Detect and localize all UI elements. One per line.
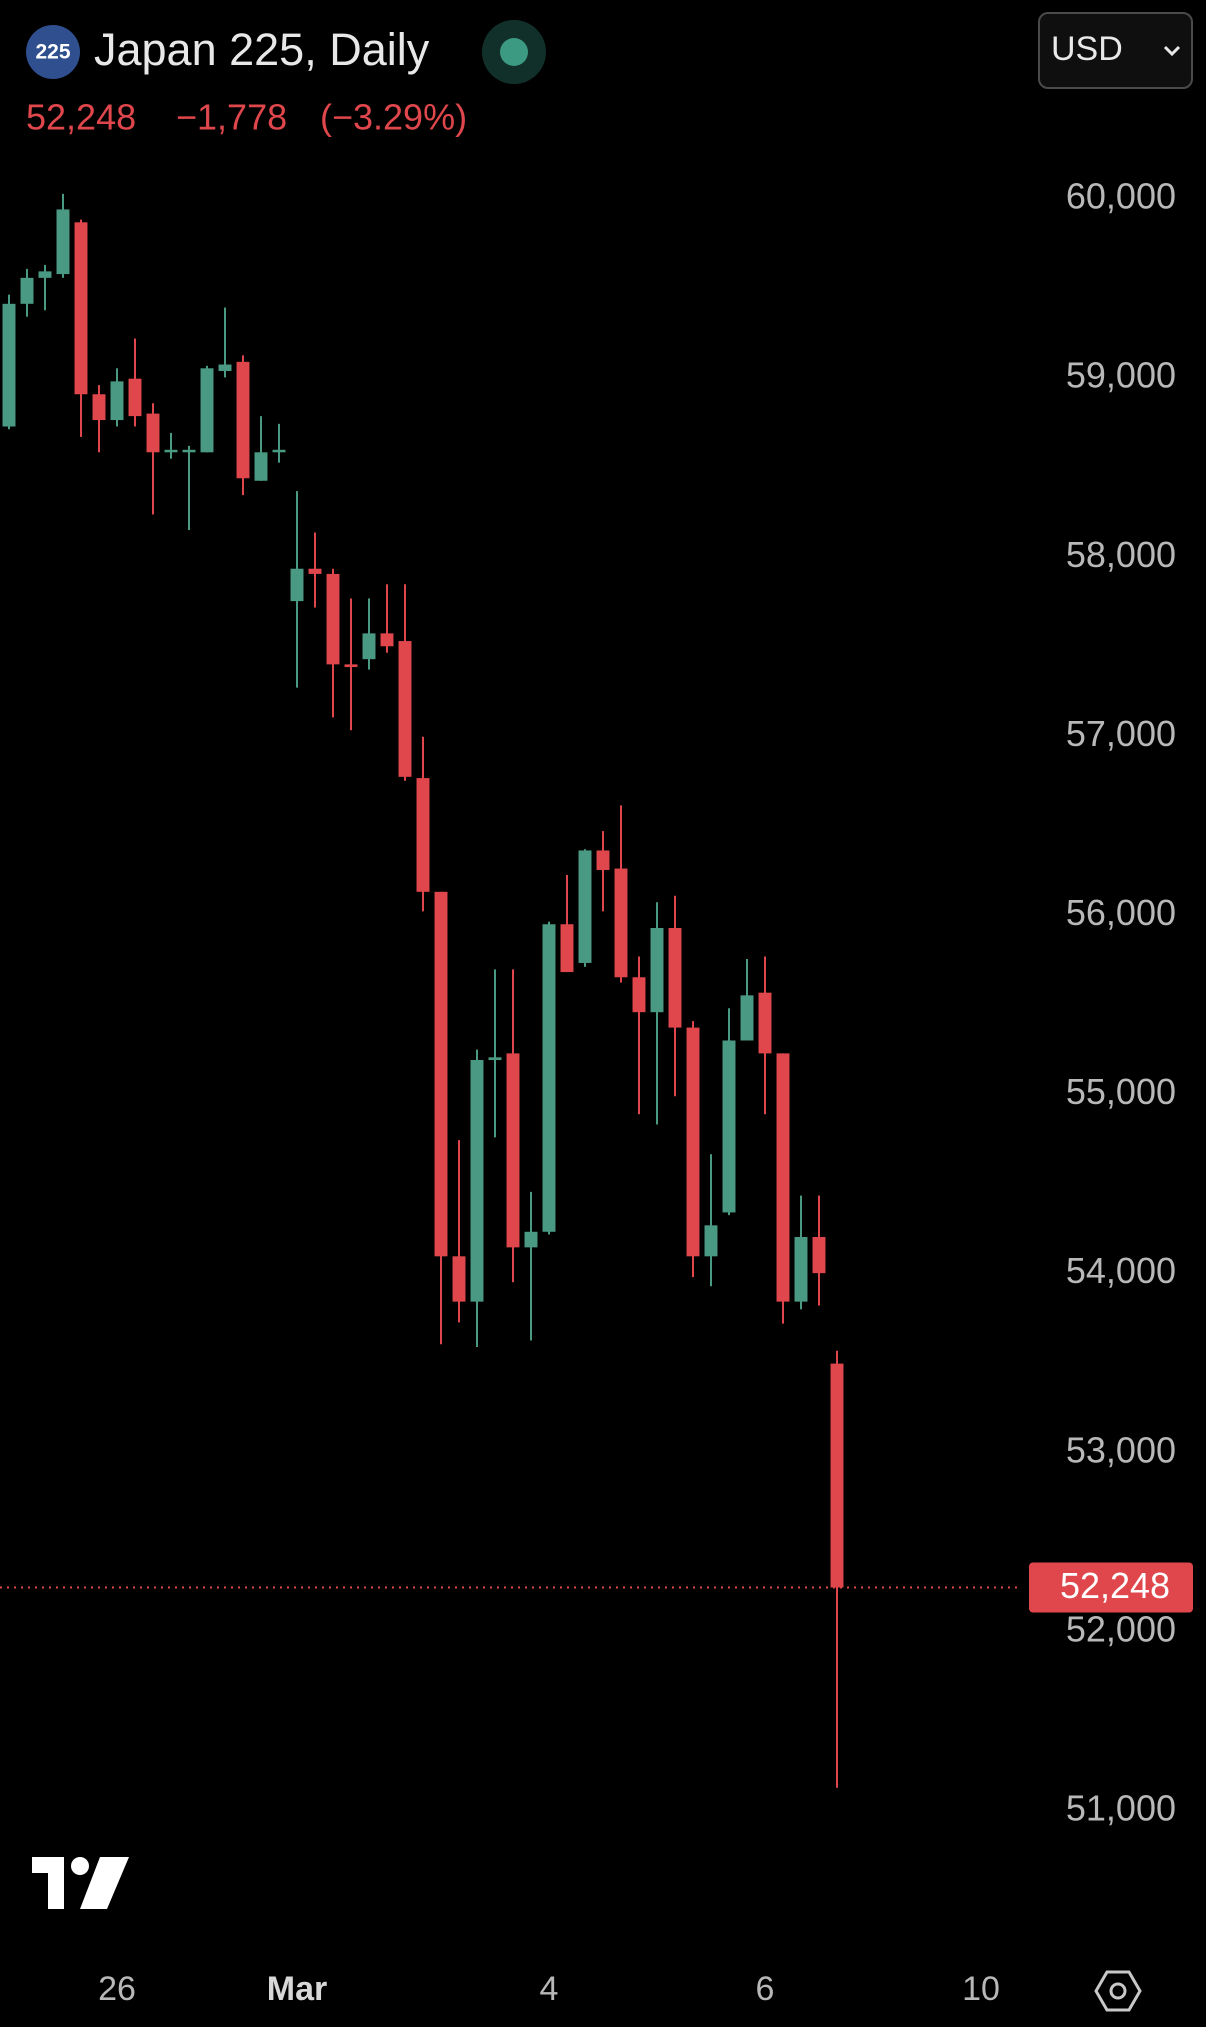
candle-body (506, 1053, 520, 1248)
candle-body (794, 1236, 808, 1302)
candle-body (416, 778, 430, 892)
price-label: 52,248 (1060, 1565, 1170, 1606)
y-tick-label: 52,000 (1066, 1608, 1176, 1649)
logo-part (32, 1857, 64, 1909)
candle-body (38, 271, 52, 278)
candle-body (236, 361, 250, 479)
candle-body (398, 641, 412, 777)
market-status-dot (500, 38, 528, 66)
candle-body (380, 633, 394, 647)
candle-body (362, 633, 376, 660)
y-tick-label: 58,000 (1066, 534, 1176, 575)
price-label-box (1029, 1562, 1193, 1613)
candle-body (776, 1053, 790, 1302)
y-tick-label: 51,000 (1066, 1788, 1176, 1829)
candle-body (524, 1231, 538, 1248)
candle-body (164, 449, 178, 453)
plot-area: 51,000 52,000 53,000 54,000 55,000 56,000 57,0… (0, 176, 1193, 2008)
candle-body (146, 413, 160, 453)
candle-body (92, 394, 106, 421)
candle-body (488, 1057, 502, 1061)
symbol-badge (26, 25, 80, 79)
candle-body (128, 378, 142, 417)
candle-body (758, 992, 772, 1054)
symbol-badge-text: 225 (35, 41, 70, 64)
tradingview-logo (32, 1857, 129, 1909)
x-tick-label: 26 (98, 1970, 136, 2008)
logo-part (71, 1857, 89, 1875)
candle-body (560, 924, 574, 973)
candle-body (578, 850, 592, 963)
settings-button[interactable] (1094, 1970, 1142, 2012)
candle-body (200, 368, 214, 453)
dropdown-chevron (1163, 45, 1181, 57)
candle-body (452, 1256, 466, 1302)
x-tick-label: Mar (267, 1970, 327, 2008)
candle-body (2, 303, 16, 427)
candle-body (812, 1236, 826, 1274)
candle-body (830, 1363, 844, 1588)
candle-body (290, 568, 304, 602)
last-price: 52,248 (26, 97, 136, 138)
candle-body (182, 449, 196, 453)
x-tick-label: 10 (962, 1970, 1000, 2008)
candle-body (272, 449, 286, 453)
candle-body (308, 568, 322, 574)
candle-body (542, 924, 556, 1232)
logo-part (80, 1857, 129, 1909)
candle-body (614, 868, 628, 978)
candle-body (470, 1060, 484, 1302)
x-tick-label: 4 (540, 1970, 559, 2008)
candle-body (344, 664, 358, 668)
candle-body (434, 891, 448, 1257)
price-change-percent: (−3.29%) (320, 97, 467, 138)
y-tick-label: 59,000 (1066, 355, 1176, 396)
candle-body (632, 977, 646, 1013)
currency-button[interactable] (1038, 12, 1193, 89)
candle-body (20, 277, 34, 304)
candle-body (740, 995, 754, 1041)
candle-body (218, 364, 232, 371)
chart-title[interactable]: Japan 225, Daily (94, 24, 430, 75)
candle-body (686, 1027, 700, 1257)
candle-body (650, 928, 664, 1013)
y-tick-label: 53,000 (1066, 1429, 1176, 1470)
candle-body (668, 928, 682, 1028)
y-tick-label: 54,000 (1066, 1250, 1176, 1291)
candle-body (110, 381, 124, 421)
currency-label: USD (1051, 30, 1123, 68)
y-tick-label: 60,000 (1066, 176, 1176, 217)
candle-body (704, 1225, 718, 1257)
candle-body (326, 573, 340, 665)
y-tick-label: 55,000 (1066, 1071, 1176, 1112)
candle-body (254, 452, 268, 481)
candle-body (722, 1040, 736, 1213)
settings-icon (1094, 1970, 1142, 2012)
x-tick-label: 6 (756, 1970, 775, 2008)
candle-body (596, 850, 610, 870)
candle-body (74, 222, 88, 395)
y-tick-label: 57,000 (1066, 713, 1176, 754)
price-change: −1,778 (176, 97, 287, 138)
settings-icon-center (1109, 1982, 1127, 2000)
candle-body (56, 209, 70, 275)
y-tick-label: 56,000 (1066, 892, 1176, 933)
